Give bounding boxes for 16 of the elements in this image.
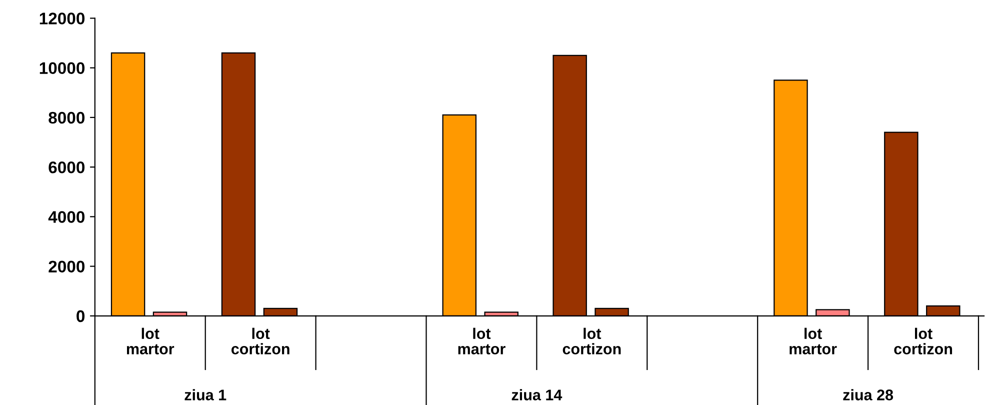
text: ziua 28 xyxy=(843,389,894,400)
y-tick-label: 6000 xyxy=(48,161,85,174)
x-tick-label: lot martor xyxy=(126,328,174,354)
y-tick-label: 8000 xyxy=(48,112,85,124)
y-tick-label: 0 xyxy=(76,310,84,322)
x-tick-label: lot martor xyxy=(790,328,837,354)
y-tick-label: 12000 xyxy=(40,12,85,24)
x-tick-label: lot martor xyxy=(458,328,506,354)
y-tick-label: 10000 xyxy=(40,62,85,74)
y-tick-label: 4000 xyxy=(48,211,85,223)
x-tick-label: lot cortizon xyxy=(894,328,952,354)
y-tick-label: 2000 xyxy=(48,260,85,272)
text: ziua 14 xyxy=(512,389,562,400)
text: ziua 1 xyxy=(184,389,226,400)
x-tick-label: lot cortizon xyxy=(231,328,290,354)
x-tick-label: lot cortizon xyxy=(562,328,621,354)
